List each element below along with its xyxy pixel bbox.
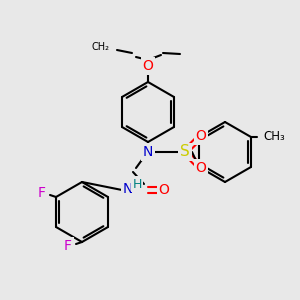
Text: N: N — [123, 182, 133, 196]
Text: S: S — [180, 145, 190, 160]
Text: O: O — [142, 59, 153, 73]
Text: O: O — [159, 183, 170, 197]
Text: H: H — [132, 178, 142, 190]
Text: CH₃: CH₃ — [263, 130, 285, 143]
Text: N: N — [143, 145, 153, 159]
Text: O: O — [196, 161, 206, 175]
Text: O: O — [196, 129, 206, 143]
Text: CH₂: CH₂ — [91, 42, 109, 52]
Text: F: F — [38, 186, 46, 200]
Text: F: F — [64, 239, 72, 253]
